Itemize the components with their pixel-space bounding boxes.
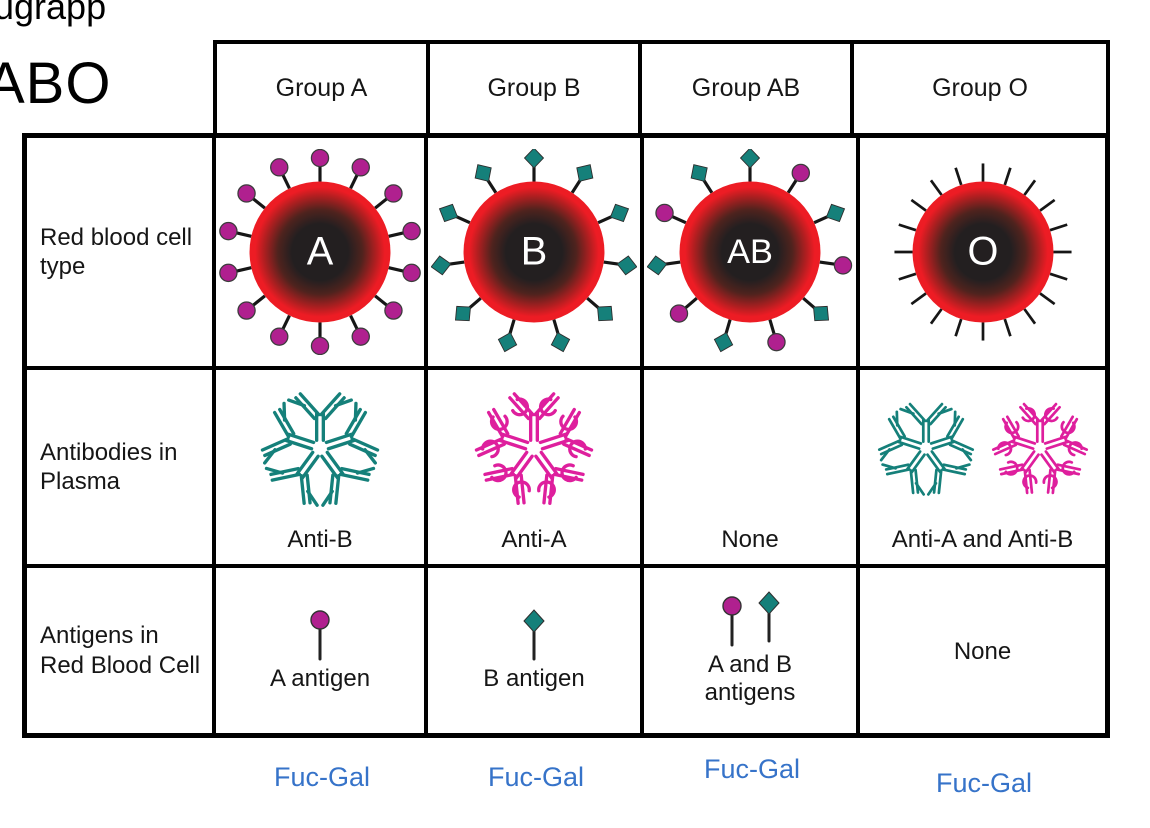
antibody-cluster-anti-a-and-anti-b-icon — [860, 370, 1105, 526]
cell-antigens-group-ab: A and B antigens — [644, 568, 860, 733]
blood-group-table: Red blood cell type A B AB O Antibodies … — [22, 133, 1110, 738]
antibody-cluster-anti-b-icon — [216, 370, 424, 526]
column-header-group-a: Group A — [275, 74, 368, 102]
antibody-cluster-none — [644, 370, 856, 526]
column-header-row: Group A Group B Group AB Group O — [213, 40, 1110, 137]
antigen-caption-group-a: A antigen — [269, 664, 371, 692]
rbc-icon-group-b: B — [431, 149, 637, 355]
cell-rbc-group-ab: AB — [644, 138, 860, 370]
fucgal-label-group-b: Fuc-Gal — [487, 762, 585, 792]
antibody-caption-group-a: Anti-B — [287, 526, 353, 554]
row-label-antigens-in-red-blood-cell: Antigens in Red Blood Cell — [27, 568, 216, 733]
fucgal-label-group-ab: Fuc-Gal — [703, 754, 801, 784]
column-header-group-b: Group B — [426, 44, 638, 133]
cell-antibodies-group-b: Anti-A — [428, 370, 644, 568]
cell-rbc-group-a: A — [216, 138, 428, 370]
antigen-caption-group-ab: A and B antigens — [704, 650, 796, 706]
cell-antigens-group-b: B antigen — [428, 568, 644, 733]
antigen-caption-group-o: None — [953, 637, 1012, 665]
antigen-caption-group-b: B antigen — [483, 664, 585, 692]
antibody-caption-group-o: Anti-A and Anti-B — [891, 526, 1074, 554]
cell-antigens-group-a: A antigen — [216, 568, 428, 733]
cell-rbc-group-b: B — [428, 138, 644, 370]
cell-antibodies-group-o: Anti-A and Anti-B — [860, 370, 1105, 568]
antibody-caption-group-b: Anti-A — [501, 526, 567, 554]
svg-text:AB: AB — [727, 233, 773, 271]
row-label-red-blood-cell-type: Red blood cell type — [27, 138, 216, 370]
svg-text:O: O — [967, 229, 998, 273]
antibody-cluster-anti-a-icon — [428, 370, 640, 526]
column-header-group-ab: Group AB — [638, 44, 850, 133]
rbc-icon-group-ab: AB — [647, 149, 853, 355]
antibody-caption-group-ab: None — [721, 526, 779, 554]
cell-rbc-group-o: O — [860, 138, 1105, 370]
clipped-title-line1: ugrapp — [0, 0, 107, 27]
row-label-antibodies-in-plasma: Antibodies in Plasma — [27, 370, 216, 568]
fucgal-label-group-o: Fuc-Gal — [935, 768, 1033, 798]
b-antigen-lollipop-icon — [517, 608, 551, 663]
rbc-icon-group-a: A — [217, 149, 423, 355]
a-and-b-antigen-lollipop-icons — [715, 591, 786, 649]
column-header-group-o: Group O — [850, 44, 1106, 133]
svg-text:B: B — [521, 229, 548, 273]
svg-text:A: A — [307, 229, 334, 273]
a-antigen-lollipop-icon — [303, 609, 337, 663]
cell-antigens-group-o: None — [860, 568, 1105, 733]
cell-antibodies-group-ab: None — [644, 370, 860, 568]
abo-heading: ABO — [0, 51, 112, 116]
rbc-icon-group-o: O — [880, 149, 1086, 355]
cell-antibodies-group-a: Anti-B — [216, 370, 428, 568]
fucgal-label-group-a: Fuc-Gal — [273, 762, 371, 792]
